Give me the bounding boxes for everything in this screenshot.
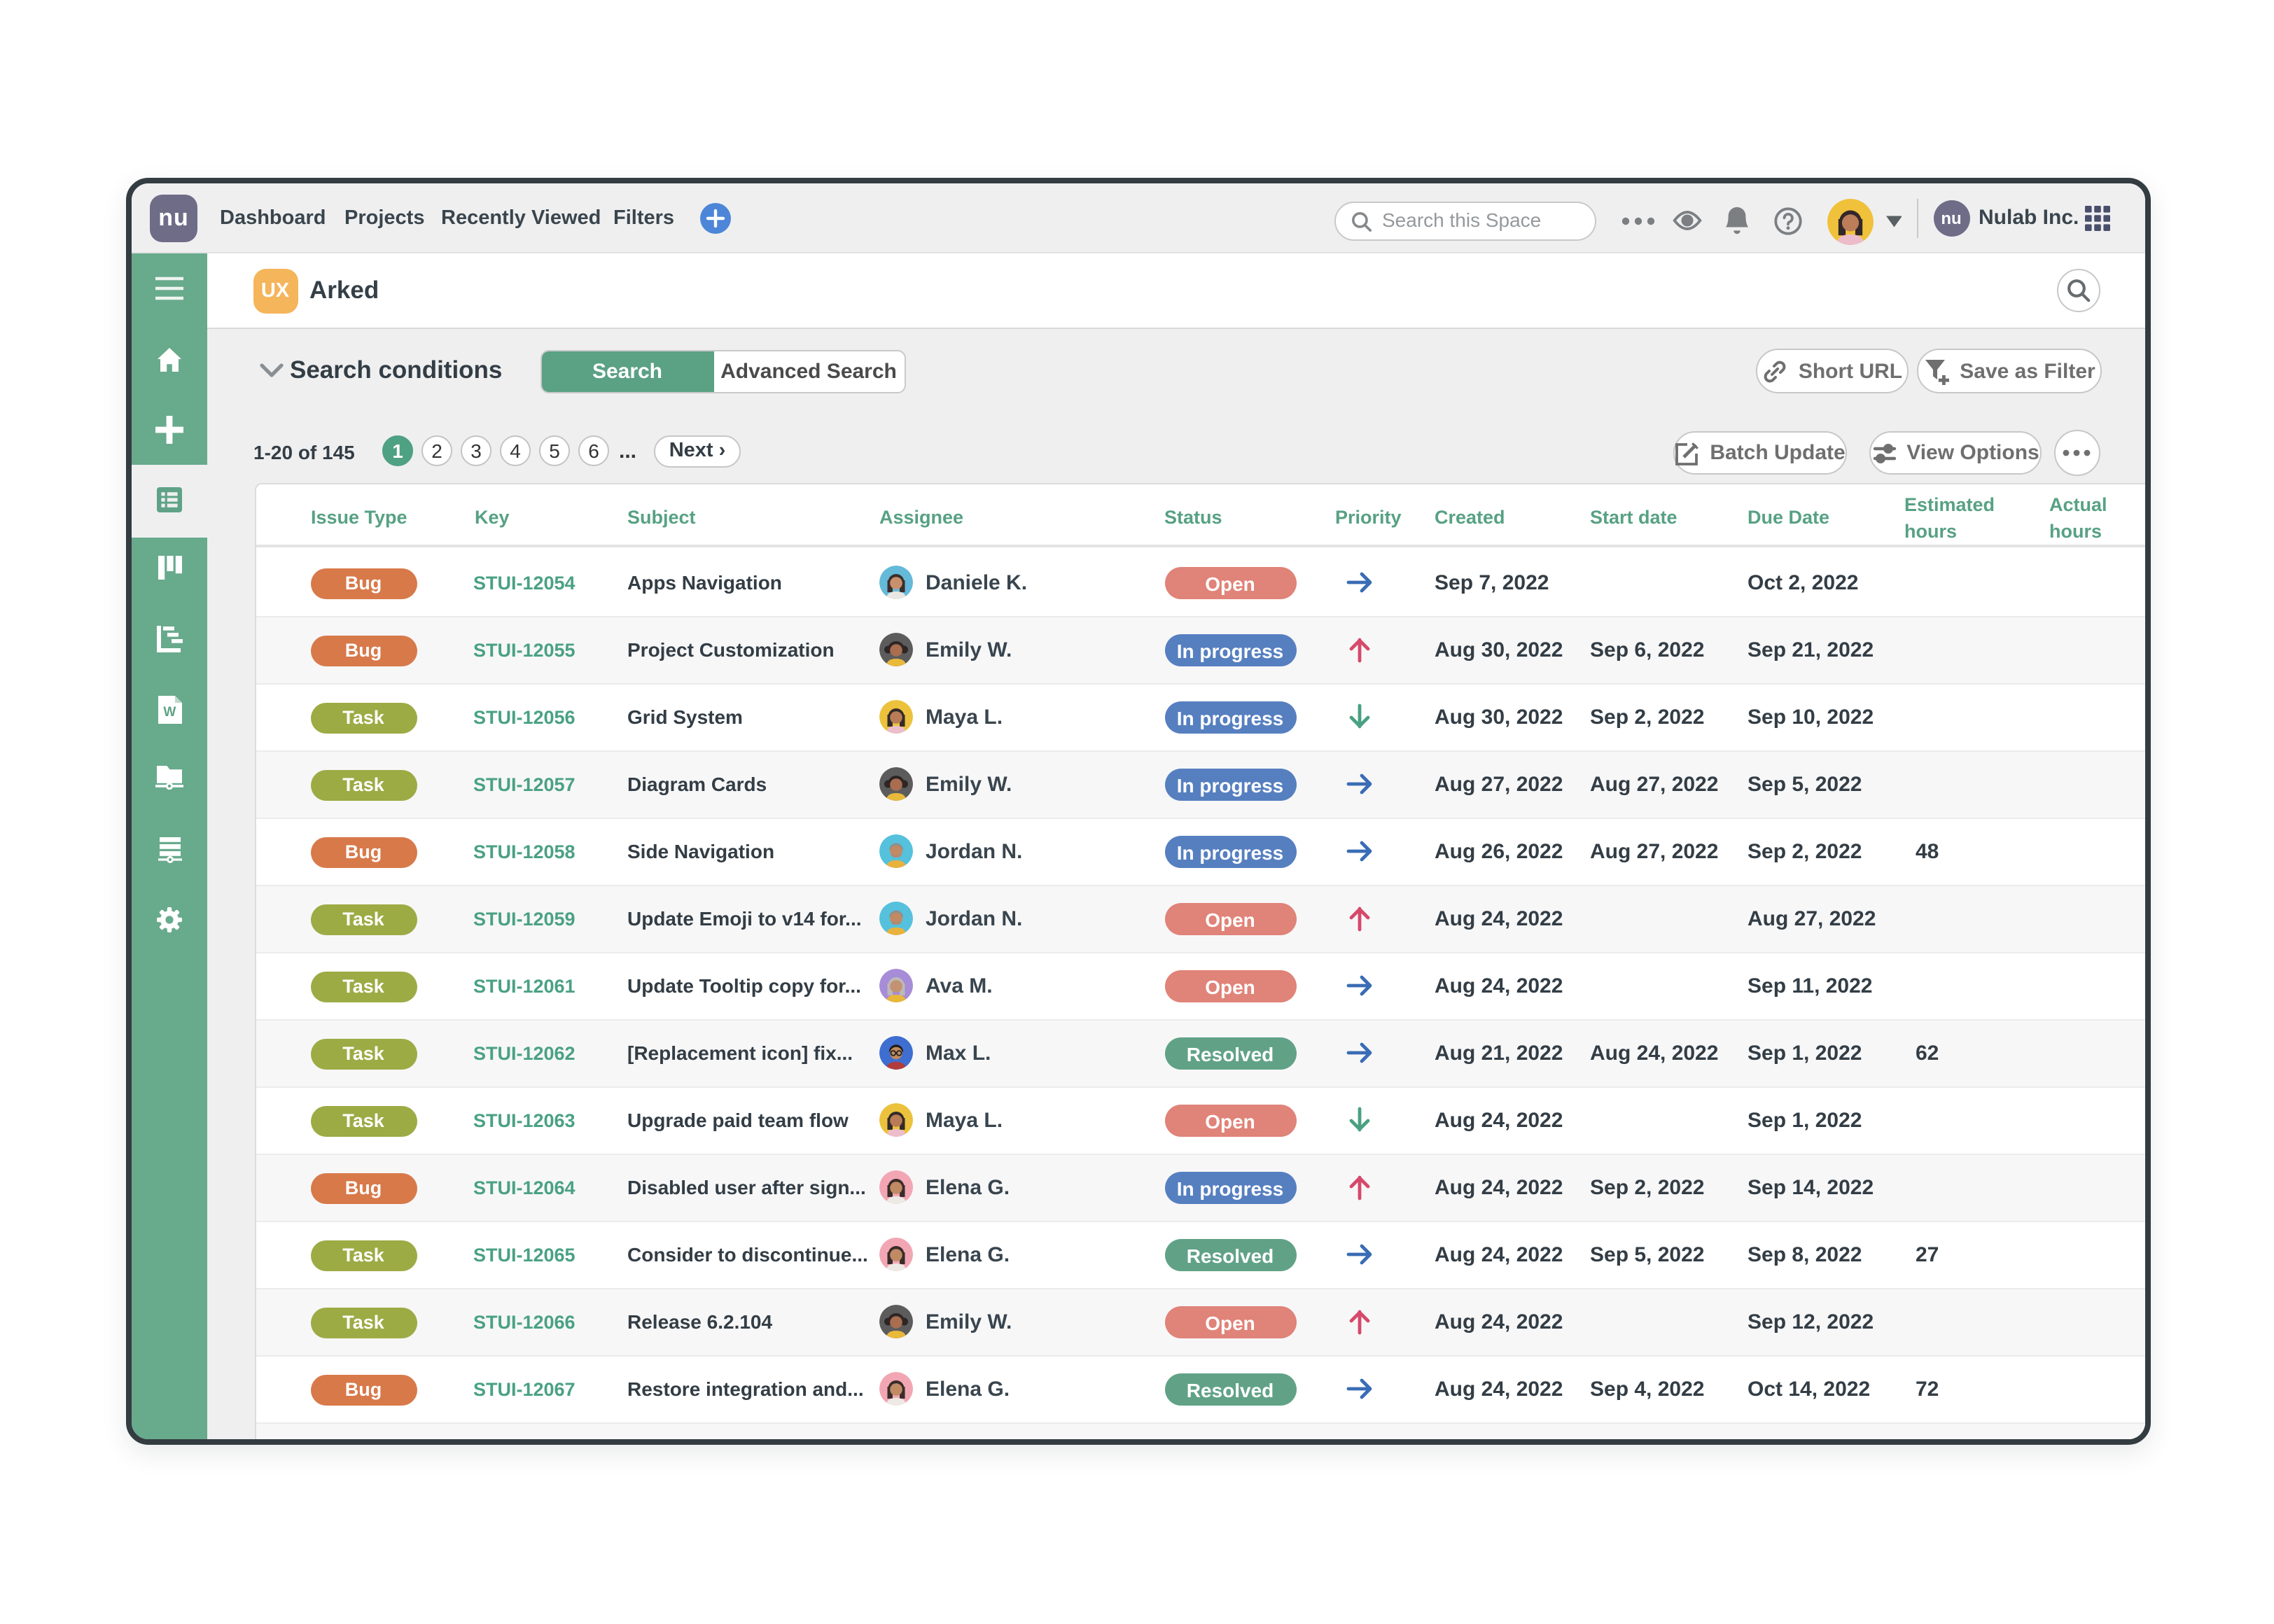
svg-text:W: W [162,705,175,720]
